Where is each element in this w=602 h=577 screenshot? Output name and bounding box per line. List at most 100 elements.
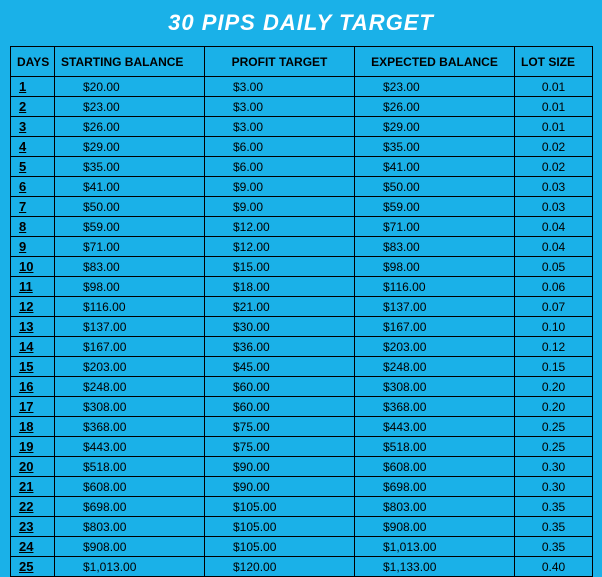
cell-starting: $59.00 — [55, 217, 205, 237]
cell-starting: $803.00 — [55, 517, 205, 537]
cell-lot: 0.35 — [515, 517, 593, 537]
cell-expected: $248.00 — [355, 357, 515, 377]
cell-expected: $518.00 — [355, 437, 515, 457]
cell-expected: $98.00 — [355, 257, 515, 277]
cell-profit: $60.00 — [205, 397, 355, 417]
cell-profit: $90.00 — [205, 477, 355, 497]
cell-expected: $23.00 — [355, 77, 515, 97]
cell-lot: 0.25 — [515, 417, 593, 437]
cell-profit: $18.00 — [205, 277, 355, 297]
table-row: 21$608.00$90.00$698.000.30 — [11, 477, 593, 497]
table-row: 22$698.00$105.00$803.000.35 — [11, 497, 593, 517]
col-header-starting: STARTING BALANCE — [55, 47, 205, 77]
cell-starting: $71.00 — [55, 237, 205, 257]
cell-profit: $3.00 — [205, 97, 355, 117]
cell-lot: 0.06 — [515, 277, 593, 297]
cell-profit: $60.00 — [205, 377, 355, 397]
table-body: 1$20.00$3.00$23.000.012$23.00$3.00$26.00… — [11, 77, 593, 577]
cell-lot: 0.35 — [515, 497, 593, 517]
cell-expected: $803.00 — [355, 497, 515, 517]
cell-starting: $29.00 — [55, 137, 205, 157]
cell-days: 19 — [11, 437, 55, 457]
cell-expected: $368.00 — [355, 397, 515, 417]
cell-days: 5 — [11, 157, 55, 177]
cell-profit: $6.00 — [205, 137, 355, 157]
cell-starting: $203.00 — [55, 357, 205, 377]
cell-starting: $26.00 — [55, 117, 205, 137]
page-title: 30 PIPS DAILY TARGET — [10, 6, 592, 46]
cell-profit: $105.00 — [205, 517, 355, 537]
cell-starting: $167.00 — [55, 337, 205, 357]
table-row: 6$41.00$9.00$50.000.03 — [11, 177, 593, 197]
cell-expected: $71.00 — [355, 217, 515, 237]
table-row: 13$137.00$30.00$167.000.10 — [11, 317, 593, 337]
cell-expected: $698.00 — [355, 477, 515, 497]
cell-starting: $137.00 — [55, 317, 205, 337]
table-row: 4$29.00$6.00$35.000.02 — [11, 137, 593, 157]
cell-lot: 0.05 — [515, 257, 593, 277]
cell-profit: $21.00 — [205, 297, 355, 317]
table-row: 15$203.00$45.00$248.000.15 — [11, 357, 593, 377]
cell-profit: $12.00 — [205, 237, 355, 257]
cell-starting: $41.00 — [55, 177, 205, 197]
cell-starting: $20.00 — [55, 77, 205, 97]
cell-expected: $443.00 — [355, 417, 515, 437]
cell-lot: 0.02 — [515, 137, 593, 157]
cell-starting: $608.00 — [55, 477, 205, 497]
cell-days: 6 — [11, 177, 55, 197]
table-row: 18$368.00$75.00$443.000.25 — [11, 417, 593, 437]
cell-profit: $75.00 — [205, 417, 355, 437]
cell-days: 18 — [11, 417, 55, 437]
cell-expected: $203.00 — [355, 337, 515, 357]
cell-days: 10 — [11, 257, 55, 277]
cell-profit: $105.00 — [205, 497, 355, 517]
cell-days: 9 — [11, 237, 55, 257]
cell-lot: 0.03 — [515, 177, 593, 197]
table-row: 23$803.00$105.00$908.000.35 — [11, 517, 593, 537]
table-row: 2$23.00$3.00$26.000.01 — [11, 97, 593, 117]
cell-profit: $30.00 — [205, 317, 355, 337]
cell-lot: 0.07 — [515, 297, 593, 317]
table-row: 14$167.00$36.00$203.000.12 — [11, 337, 593, 357]
cell-expected: $167.00 — [355, 317, 515, 337]
cell-starting: $518.00 — [55, 457, 205, 477]
cell-days: 20 — [11, 457, 55, 477]
cell-starting: $248.00 — [55, 377, 205, 397]
cell-starting: $908.00 — [55, 537, 205, 557]
table-row: 10$83.00$15.00$98.000.05 — [11, 257, 593, 277]
cell-days: 1 — [11, 77, 55, 97]
cell-expected: $41.00 — [355, 157, 515, 177]
cell-days: 7 — [11, 197, 55, 217]
cell-starting: $443.00 — [55, 437, 205, 457]
cell-lot: 0.04 — [515, 237, 593, 257]
table-row: 24$908.00$105.00$1,013.000.35 — [11, 537, 593, 557]
cell-starting: $368.00 — [55, 417, 205, 437]
cell-profit: $105.00 — [205, 537, 355, 557]
cell-lot: 0.30 — [515, 457, 593, 477]
cell-profit: $6.00 — [205, 157, 355, 177]
cell-days: 11 — [11, 277, 55, 297]
cell-lot: 0.10 — [515, 317, 593, 337]
table-header: DAYS STARTING BALANCE PROFIT TARGET EXPE… — [11, 47, 593, 77]
table-row: 8$59.00$12.00$71.000.04 — [11, 217, 593, 237]
cell-lot: 0.12 — [515, 337, 593, 357]
cell-starting: $35.00 — [55, 157, 205, 177]
cell-expected: $308.00 — [355, 377, 515, 397]
cell-expected: $83.00 — [355, 237, 515, 257]
cell-expected: $1,013.00 — [355, 537, 515, 557]
table-row: 1$20.00$3.00$23.000.01 — [11, 77, 593, 97]
table-row: 7$50.00$9.00$59.000.03 — [11, 197, 593, 217]
cell-days: 2 — [11, 97, 55, 117]
cell-expected: $608.00 — [355, 457, 515, 477]
cell-days: 14 — [11, 337, 55, 357]
cell-lot: 0.03 — [515, 197, 593, 217]
cell-lot: 0.20 — [515, 397, 593, 417]
cell-profit: $90.00 — [205, 457, 355, 477]
cell-days: 24 — [11, 537, 55, 557]
cell-lot: 0.35 — [515, 537, 593, 557]
col-header-profit: PROFIT TARGET — [205, 47, 355, 77]
cell-lot: 0.01 — [515, 117, 593, 137]
cell-days: 17 — [11, 397, 55, 417]
col-header-days: DAYS — [11, 47, 55, 77]
cell-expected: $50.00 — [355, 177, 515, 197]
